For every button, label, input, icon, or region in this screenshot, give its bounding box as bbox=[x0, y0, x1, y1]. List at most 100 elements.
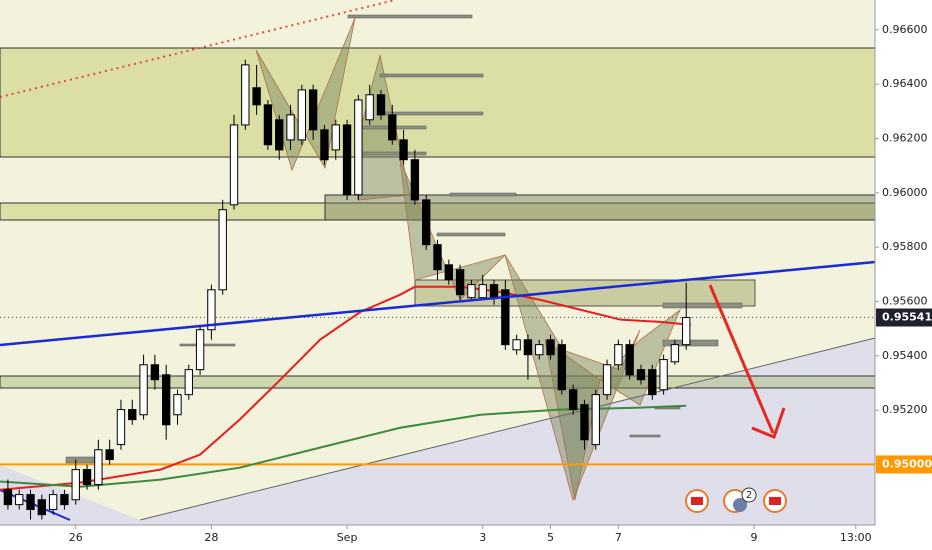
candle-body bbox=[94, 449, 103, 486]
candle-body bbox=[60, 494, 69, 506]
candle-body bbox=[580, 404, 589, 441]
badge-count: 2 bbox=[746, 490, 752, 501]
y-tick-label: 0.95600 bbox=[882, 294, 928, 307]
arrow-head bbox=[751, 407, 786, 439]
y-tick-label: 0.96600 bbox=[882, 23, 928, 36]
candle-body bbox=[625, 344, 634, 376]
candle-body bbox=[512, 339, 521, 351]
candle-body bbox=[591, 394, 600, 446]
y-tick-label: 0.96200 bbox=[882, 132, 928, 145]
candle-body bbox=[670, 344, 680, 363]
candle-body bbox=[218, 209, 227, 291]
candle-body bbox=[275, 119, 284, 151]
candle-body bbox=[602, 364, 612, 396]
y-tick-label: 0.95400 bbox=[882, 349, 928, 362]
x-tick-label: 5 bbox=[547, 531, 554, 544]
price-badge-label: 0.95541 bbox=[882, 310, 932, 323]
level bbox=[436, 232, 506, 237]
candle-body bbox=[501, 289, 510, 346]
candle-body bbox=[614, 344, 623, 366]
candle-body bbox=[342, 124, 352, 196]
candle-body bbox=[422, 199, 431, 246]
level bbox=[662, 302, 743, 309]
candle-body bbox=[105, 449, 114, 461]
level bbox=[357, 151, 427, 156]
candle-body bbox=[546, 339, 555, 356]
candle-body bbox=[162, 374, 171, 426]
level bbox=[662, 339, 719, 347]
y-tick-label: 0.95200 bbox=[882, 403, 928, 416]
candle-body bbox=[286, 114, 295, 141]
series-layer bbox=[0, 59, 875, 520]
x-tick-label: 26 bbox=[69, 531, 83, 544]
y-tick-label: 0.95800 bbox=[882, 240, 928, 253]
candle-body bbox=[478, 284, 487, 299]
lower-zone bbox=[0, 338, 875, 525]
badge bbox=[741, 487, 757, 503]
candle-body bbox=[195, 329, 205, 371]
x-tick-label: 9 bbox=[751, 531, 758, 544]
candle-body bbox=[320, 129, 329, 161]
resistance-zone bbox=[0, 47, 876, 158]
event-icons: 2 bbox=[685, 487, 787, 513]
level-marks bbox=[65, 14, 743, 464]
candle-body bbox=[682, 316, 691, 346]
candle-body bbox=[15, 494, 24, 506]
price-badge-label: 0.95000 bbox=[882, 457, 932, 470]
price-badge bbox=[876, 455, 932, 474]
candle-body bbox=[467, 284, 476, 299]
candle-body bbox=[229, 124, 239, 206]
candle-body bbox=[399, 139, 408, 161]
y-tick-label: 0.96000 bbox=[882, 186, 928, 199]
candle-body bbox=[636, 369, 646, 381]
x-tick-label: Sep bbox=[337, 531, 358, 544]
candle-body bbox=[184, 369, 193, 396]
level bbox=[379, 73, 484, 78]
y-tick-label: 0.96400 bbox=[882, 77, 928, 90]
x-tick-label: 28 bbox=[204, 531, 218, 544]
candle-body bbox=[535, 344, 544, 356]
candle-body bbox=[308, 89, 318, 131]
candle-body bbox=[82, 469, 92, 486]
candle-body bbox=[523, 339, 533, 356]
support-zone bbox=[0, 375, 876, 389]
candle-body bbox=[71, 469, 80, 501]
x-tick-label: 7 bbox=[615, 531, 622, 544]
candle-body bbox=[37, 499, 47, 516]
flag bbox=[691, 497, 703, 505]
candle-body bbox=[48, 494, 58, 511]
level bbox=[384, 111, 484, 116]
candle-body bbox=[297, 89, 307, 141]
candle-body bbox=[263, 104, 273, 146]
candle-body bbox=[26, 494, 35, 511]
candle-body bbox=[489, 284, 499, 299]
moving-average bbox=[0, 285, 691, 491]
price-badge bbox=[876, 308, 932, 327]
level bbox=[629, 434, 661, 438]
candle-body bbox=[252, 87, 261, 106]
candle-body bbox=[354, 99, 363, 196]
trend-line bbox=[139, 337, 876, 521]
candle-body bbox=[150, 364, 160, 381]
candle-body bbox=[128, 409, 137, 421]
x-tick-label: 13:00 bbox=[840, 531, 872, 544]
level bbox=[449, 192, 517, 197]
candle-body bbox=[139, 364, 148, 416]
candle-body bbox=[207, 289, 216, 331]
level bbox=[347, 14, 473, 19]
flag bbox=[733, 498, 747, 512]
trend-line bbox=[0, 260, 876, 347]
trend-line-dotted bbox=[0, 0, 396, 98]
time-axis bbox=[0, 525, 932, 550]
flag bbox=[769, 497, 781, 505]
candle-body bbox=[557, 344, 567, 391]
candle-body bbox=[376, 94, 386, 116]
candle-body bbox=[173, 394, 182, 416]
candle-body bbox=[388, 114, 397, 141]
level bbox=[179, 343, 236, 347]
candle-body bbox=[444, 264, 453, 281]
candle-body bbox=[568, 389, 578, 411]
arrow-shaft bbox=[708, 284, 775, 434]
candle-body bbox=[365, 94, 374, 121]
